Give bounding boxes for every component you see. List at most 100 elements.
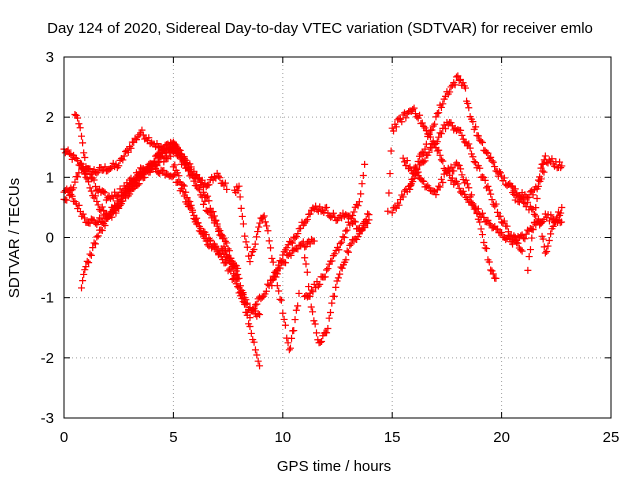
data-point-sat-p: [524, 198, 532, 206]
data-point-sat-l: [518, 247, 526, 255]
data-point-sat-m: [420, 150, 428, 158]
data-point-sat-n: [465, 184, 473, 192]
data-point-sat-d: [75, 120, 83, 128]
data-point-sat-f: [302, 242, 310, 250]
data-point-sat-c: [234, 264, 242, 272]
data-point-sat-a: [139, 131, 147, 139]
data-point-sat-i: [328, 299, 336, 307]
data-point-sat-m: [474, 132, 482, 140]
data-point-sat-p: [534, 215, 542, 223]
data-point-sat-h: [303, 215, 311, 223]
data-point-sat-k: [392, 123, 400, 131]
data-point-sat-h: [291, 234, 299, 242]
data-point-sat-a: [199, 200, 207, 208]
data-point-sat-f: [202, 230, 210, 238]
data-point-sat-m: [487, 153, 495, 161]
data-point-sat-i: [333, 277, 341, 285]
data-point-sat-l: [391, 203, 399, 211]
data-point-sat-h: [276, 257, 284, 265]
data-point-sat-n: [457, 165, 465, 173]
data-point-sat-n: [406, 163, 414, 171]
data-point-sat-l: [466, 144, 474, 152]
data-point-sat-p: [551, 218, 559, 226]
data-point-sat-b: [217, 230, 225, 238]
data-point-sat-g: [246, 258, 254, 266]
data-point-sat-f: [227, 267, 235, 275]
data-point-sat-d: [101, 189, 109, 197]
data-point-sat-j: [331, 250, 339, 258]
data-point-sat-k: [409, 106, 417, 114]
data-point-sat-k: [436, 151, 444, 159]
data-point-sat-j: [343, 226, 351, 234]
y-axis-label: SDTVAR / TECUs: [6, 178, 23, 298]
data-point-sat-f: [238, 294, 246, 302]
data-point-sat-e: [98, 227, 106, 235]
data-point-sat-i: [346, 241, 354, 249]
data-point-sat-b: [254, 310, 262, 318]
y-tick-label: 2: [46, 109, 54, 126]
data-point-sat-b: [167, 152, 175, 160]
data-point-sat-p: [543, 247, 551, 255]
data-point-sat-o: [541, 152, 549, 160]
data-point-sat-f: [231, 275, 239, 283]
data-point-sat-p: [518, 195, 526, 203]
y-tick-label: 0: [46, 230, 54, 247]
data-point-sat-p: [552, 218, 560, 226]
data-point-sat-m: [428, 126, 436, 134]
data-point-sat-i: [342, 256, 350, 264]
data-point-sat-h: [351, 218, 359, 226]
data-point-sat-j: [350, 208, 358, 216]
data-point-sat-d: [187, 168, 195, 176]
data-point-sat-g: [250, 245, 258, 253]
data-point-sat-m: [446, 88, 454, 96]
data-points: [60, 72, 566, 370]
data-point-sat-d: [76, 124, 84, 132]
data-point-sat-e: [94, 232, 102, 240]
data-point-sat-b: [163, 154, 171, 162]
y-tick-label: -3: [41, 410, 54, 427]
data-point-sat-i: [311, 320, 319, 328]
data-point-sat-k: [498, 228, 506, 236]
data-point-sat-e: [173, 145, 181, 153]
data-point-sat-j: [349, 212, 357, 220]
data-point-sat-b: [205, 197, 213, 205]
data-point-sat-g: [242, 238, 250, 246]
x-tick-label: 25: [603, 429, 620, 446]
data-point-sat-n: [450, 167, 458, 175]
data-point-sat-h: [287, 238, 295, 246]
data-point-sat-f: [179, 181, 187, 189]
data-point-sat-m: [432, 113, 440, 121]
data-point-sat-n: [481, 244, 489, 252]
data-point-sat-f: [171, 161, 179, 169]
data-point-sat-e: [83, 257, 91, 265]
data-point-sat-f: [246, 314, 254, 322]
data-point-sat-i: [303, 268, 311, 276]
data-point-sat-j: [340, 234, 348, 242]
data-point-sat-i: [336, 270, 344, 278]
data-point-sat-k: [410, 104, 418, 112]
data-point-sat-c: [91, 192, 99, 200]
data-point-sat-m: [465, 104, 473, 112]
data-point-sat-g: [254, 228, 262, 236]
data-point-sat-n: [447, 163, 455, 171]
data-point-sat-m: [408, 175, 416, 183]
data-point-sat-m: [439, 100, 447, 108]
data-point-sat-f: [187, 201, 195, 209]
data-point-sat-l: [493, 208, 501, 216]
data-point-sat-d: [221, 179, 229, 187]
data-point-sat-p: [544, 242, 552, 250]
data-point-sat-j: [358, 180, 366, 188]
data-point-sat-e: [126, 190, 134, 198]
data-point-sat-p: [539, 235, 547, 243]
data-point-sat-l: [442, 125, 450, 133]
data-point-sat-m: [511, 185, 519, 193]
data-point-sat-j: [305, 292, 313, 300]
data-point-sat-e: [104, 214, 112, 222]
data-point-sat-p: [513, 191, 521, 199]
data-point-sat-i: [332, 283, 340, 291]
data-point-sat-e: [80, 270, 88, 278]
data-point-sat-d: [111, 188, 119, 196]
data-point-sat-j: [316, 280, 324, 288]
x-tick-label: 20: [493, 429, 510, 446]
data-point-sat-k: [448, 174, 456, 182]
